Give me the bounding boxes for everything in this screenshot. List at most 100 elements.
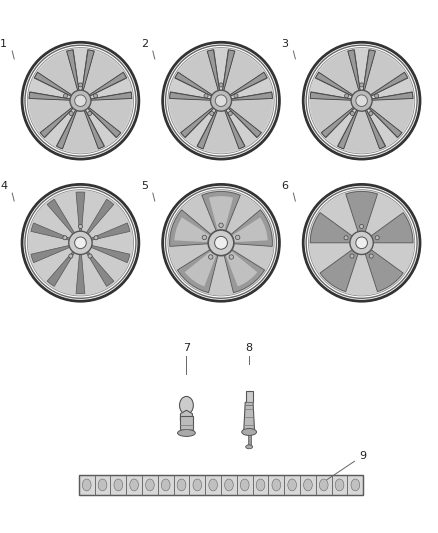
- Bar: [237, 475, 253, 495]
- Ellipse shape: [215, 237, 227, 249]
- Polygon shape: [228, 72, 267, 97]
- Polygon shape: [170, 99, 214, 132]
- Polygon shape: [310, 92, 353, 100]
- Polygon shape: [178, 51, 219, 96]
- Ellipse shape: [375, 236, 379, 240]
- Ellipse shape: [98, 479, 107, 491]
- Polygon shape: [232, 217, 268, 242]
- Polygon shape: [170, 210, 213, 246]
- Ellipse shape: [360, 83, 364, 87]
- Polygon shape: [170, 92, 212, 100]
- Polygon shape: [228, 72, 267, 97]
- Bar: [300, 475, 316, 495]
- Bar: [79, 475, 95, 495]
- Polygon shape: [369, 72, 408, 97]
- Ellipse shape: [169, 190, 274, 295]
- Ellipse shape: [28, 190, 133, 295]
- Polygon shape: [76, 192, 85, 234]
- Polygon shape: [364, 51, 404, 96]
- Polygon shape: [230, 92, 272, 100]
- Text: 6: 6: [282, 181, 289, 191]
- Polygon shape: [344, 109, 379, 152]
- Polygon shape: [87, 99, 132, 132]
- Ellipse shape: [130, 479, 138, 491]
- Ellipse shape: [272, 479, 281, 491]
- Polygon shape: [57, 108, 78, 149]
- Ellipse shape: [211, 90, 232, 111]
- Ellipse shape: [161, 479, 170, 491]
- Ellipse shape: [234, 94, 238, 98]
- Ellipse shape: [309, 48, 414, 154]
- Ellipse shape: [177, 479, 186, 491]
- Polygon shape: [370, 92, 413, 100]
- Ellipse shape: [351, 90, 372, 111]
- Polygon shape: [209, 196, 233, 230]
- Ellipse shape: [228, 111, 232, 116]
- Ellipse shape: [242, 429, 257, 435]
- Ellipse shape: [74, 95, 86, 107]
- Polygon shape: [197, 108, 218, 149]
- Ellipse shape: [225, 479, 233, 491]
- Polygon shape: [185, 251, 216, 286]
- Ellipse shape: [288, 479, 297, 491]
- Bar: [247, 431, 251, 447]
- Ellipse shape: [369, 254, 373, 258]
- Polygon shape: [88, 245, 130, 263]
- Polygon shape: [87, 106, 120, 138]
- Polygon shape: [227, 106, 261, 138]
- Ellipse shape: [193, 479, 201, 491]
- Ellipse shape: [204, 94, 208, 98]
- Polygon shape: [31, 223, 72, 241]
- Ellipse shape: [374, 94, 378, 98]
- Ellipse shape: [309, 190, 414, 295]
- Polygon shape: [365, 249, 403, 292]
- Ellipse shape: [351, 479, 360, 491]
- Polygon shape: [83, 51, 123, 96]
- Polygon shape: [88, 223, 130, 241]
- Ellipse shape: [240, 479, 249, 491]
- Ellipse shape: [345, 94, 349, 98]
- Ellipse shape: [88, 254, 92, 258]
- Bar: [173, 475, 189, 495]
- Ellipse shape: [360, 224, 364, 229]
- Ellipse shape: [369, 111, 373, 116]
- Polygon shape: [230, 92, 272, 100]
- Polygon shape: [367, 106, 402, 138]
- Polygon shape: [228, 99, 272, 132]
- Ellipse shape: [350, 254, 354, 258]
- Polygon shape: [180, 410, 192, 424]
- Polygon shape: [347, 50, 360, 92]
- Polygon shape: [229, 210, 272, 246]
- Ellipse shape: [215, 95, 227, 107]
- Polygon shape: [174, 217, 210, 242]
- Ellipse shape: [69, 254, 73, 258]
- Ellipse shape: [356, 95, 367, 107]
- Polygon shape: [67, 50, 79, 92]
- Ellipse shape: [78, 83, 82, 87]
- Polygon shape: [370, 213, 413, 243]
- Text: 1: 1: [0, 39, 7, 49]
- Polygon shape: [84, 108, 105, 149]
- Ellipse shape: [256, 479, 265, 491]
- Ellipse shape: [246, 445, 253, 449]
- Bar: [158, 475, 173, 495]
- Polygon shape: [363, 50, 375, 92]
- Polygon shape: [368, 106, 402, 138]
- Text: 7: 7: [183, 343, 190, 353]
- Polygon shape: [89, 92, 132, 100]
- Polygon shape: [226, 251, 258, 286]
- Polygon shape: [224, 108, 245, 149]
- Ellipse shape: [350, 111, 354, 116]
- Polygon shape: [31, 245, 72, 263]
- Ellipse shape: [210, 111, 214, 116]
- Bar: [332, 475, 347, 495]
- Bar: [221, 475, 237, 495]
- Polygon shape: [85, 249, 114, 286]
- Ellipse shape: [208, 230, 234, 256]
- Ellipse shape: [88, 111, 92, 116]
- Ellipse shape: [202, 235, 207, 240]
- Polygon shape: [82, 50, 94, 92]
- Polygon shape: [88, 72, 127, 97]
- Bar: [95, 475, 110, 495]
- Polygon shape: [310, 92, 353, 100]
